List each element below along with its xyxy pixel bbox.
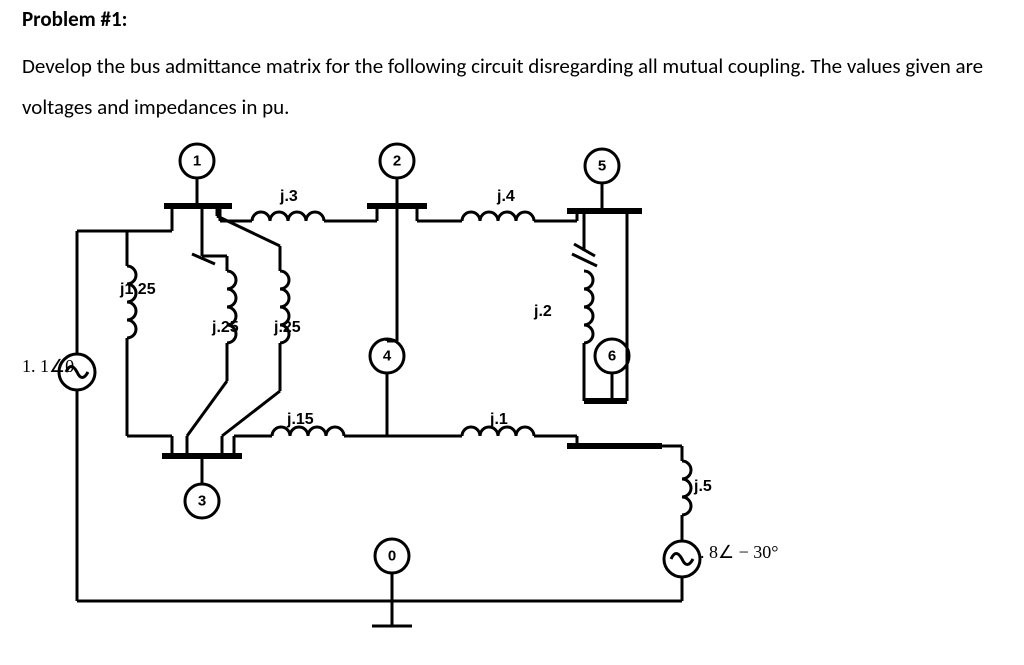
src-right-label: . 8∠ − 30° bbox=[700, 542, 779, 562]
circuit-diagram: 1 2 5 4 6 3 0 bbox=[22, 136, 782, 636]
bus-3-label: 3 bbox=[198, 492, 206, 509]
bus-4-label: 4 bbox=[383, 347, 392, 364]
z46-label: j.1 bbox=[489, 411, 508, 428]
bus-1-label: 1 bbox=[193, 152, 201, 169]
problem-prompt: Develop the bus admittance matrix for th… bbox=[22, 46, 1002, 128]
branch-1-3-j125-inductor bbox=[127, 266, 136, 338]
z25-label: j.4 bbox=[496, 188, 515, 205]
bus-0-label: 0 bbox=[388, 547, 396, 564]
z13a-label: j1.25 bbox=[119, 281, 156, 298]
branch-2-5-inductor bbox=[462, 212, 534, 221]
z13c-label: j.25 bbox=[273, 319, 301, 336]
z12-label: j.3 bbox=[279, 188, 298, 205]
problem-heading: Problem #1: bbox=[22, 6, 1002, 32]
branch-5-6-inductor bbox=[584, 271, 593, 343]
src-left-label: 1. 1∠0 bbox=[22, 356, 74, 376]
bus-6-label: 6 bbox=[608, 347, 616, 364]
z34-label: j.15 bbox=[286, 411, 314, 428]
branch-1-2-inductor bbox=[252, 212, 324, 221]
branch-3-4-inductor bbox=[272, 427, 344, 436]
z56-label: j.2 bbox=[533, 303, 552, 320]
bus-2-label: 2 bbox=[393, 152, 401, 169]
branch-4-6-inductor bbox=[462, 427, 534, 436]
z60-label: j.5 bbox=[693, 478, 712, 495]
z13b-label: j.25 bbox=[211, 319, 239, 336]
bus-5-label: 5 bbox=[598, 157, 606, 174]
branch-6-0-inductor bbox=[682, 461, 691, 515]
